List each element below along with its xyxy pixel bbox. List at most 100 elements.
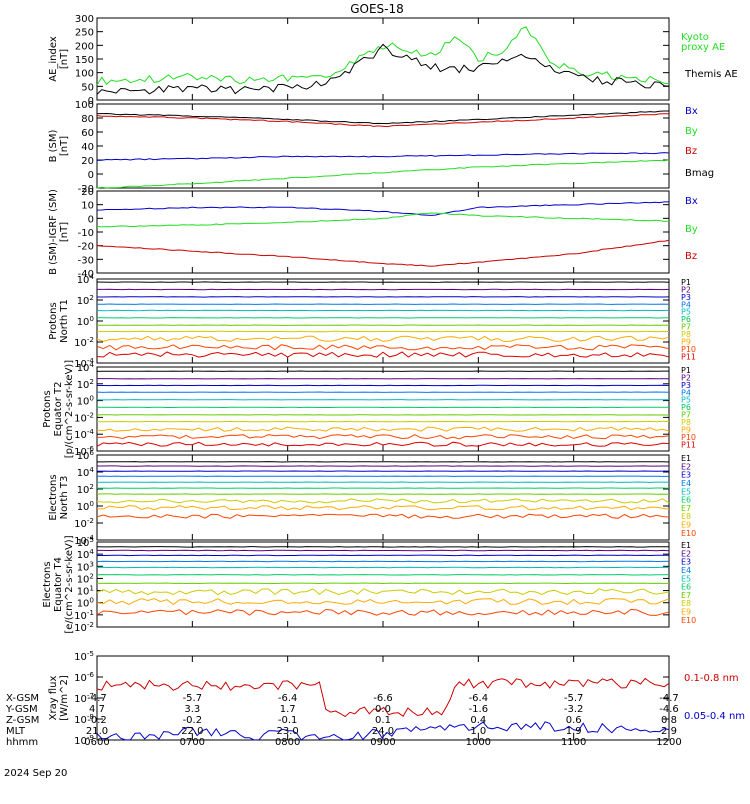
ephemeris-value: -6.4 [469, 693, 489, 704]
legend-p11: P11 [681, 440, 696, 449]
y-tick-label: 104 [77, 360, 95, 374]
channel-line-p10 [97, 435, 669, 439]
panel-7: 10510410310210110010-110-2ElectronsEquat… [42, 535, 696, 634]
y-tick-label: 102 [77, 482, 94, 496]
ephemeris-value: 0800 [275, 737, 300, 748]
y-tick-label: 104 [77, 465, 95, 479]
channel-line-p9 [97, 427, 669, 431]
ephemeris-value: -0.2 [183, 715, 203, 726]
channel-line-e10 [97, 609, 669, 615]
ephemeris-value: -6.4 [278, 693, 298, 704]
y-tick-label: 102 [77, 377, 94, 391]
panel-frame [97, 279, 669, 363]
ephemeris-value: 1100 [561, 737, 586, 748]
y-tick-label: 10-5 [74, 649, 94, 663]
ephemeris-label: X-GSM [6, 693, 39, 704]
series-line-bz [97, 240, 669, 266]
legend-xray-long: 0.1-0.8 nm [684, 673, 739, 684]
ephemeris-value: 0.6 [566, 715, 582, 726]
y-tick-label: 20 [81, 156, 94, 167]
y-tick-label: 10-2 [74, 335, 94, 349]
ephemeris-value: 1.0 [470, 726, 486, 737]
y-tick-label: 40 [81, 142, 94, 153]
y-tick-label: 300 [75, 14, 94, 25]
y-axis-title: Xray flux[W/m^2] [48, 675, 70, 721]
series-line-bx [97, 153, 669, 161]
panel-frame [97, 367, 669, 451]
legend-p11: P11 [681, 352, 696, 361]
y-tick-label: 100 [77, 499, 95, 513]
ephemeris-value: 0.0 [375, 704, 391, 715]
ephemeris-value: 3.3 [184, 704, 200, 715]
ephemeris-value: 0900 [370, 737, 395, 748]
y-tick-label: 150 [75, 55, 94, 66]
y-tick-label: 10-2 [74, 620, 94, 634]
ephemeris-value: -4.6 [659, 704, 679, 715]
y-tick-label: -10 [78, 228, 94, 239]
y-axis-title: ProtonsEquator T2[p/(cm^2-s-sr-keV)] [42, 360, 75, 459]
panel-frame [97, 455, 669, 540]
ephemeris-value: 1000 [466, 737, 491, 748]
y-tick-label: -20 [78, 242, 94, 253]
channel-line-p3 [97, 297, 669, 298]
ephemeris-value: 1.7 [280, 704, 296, 715]
channel-line-e8 [97, 589, 669, 595]
ephemeris-value: 21.0 [86, 726, 108, 737]
channel-line-e9 [97, 599, 669, 605]
ephemeris-label: MLT [6, 726, 26, 737]
ephemeris-value: 4.7 [89, 704, 105, 715]
y-tick-label: 100 [77, 314, 95, 328]
ephemeris-value: 0.4 [470, 715, 486, 726]
ephemeris-value: -6.6 [373, 693, 393, 704]
date-label: 2024 Sep 20 [4, 768, 67, 779]
y-tick-label: 10-4 [74, 427, 94, 441]
y-tick-label: 80 [81, 114, 94, 125]
y-tick-label: 100 [75, 100, 94, 111]
legend-bz: Bz [685, 146, 697, 157]
y-axis-title: ElectronsEquator T4[e/(cm^2-s-sr-keV)] [42, 535, 75, 633]
ephemeris-value: 2.9 [661, 726, 677, 737]
panel-frame [97, 104, 669, 188]
ephemeris-value: 0.1 [375, 715, 391, 726]
ephemeris-value: 0.8 [661, 715, 677, 726]
legend-bmag: Bmag [685, 168, 714, 179]
legend-e10: E10 [681, 529, 696, 538]
ephemeris-value: -5.7 [564, 693, 584, 704]
y-tick-label: 10-2 [74, 410, 94, 424]
y-tick-label: 50 [81, 82, 94, 93]
panel-frame [97, 18, 669, 100]
y-axis-title: AE_index[nT] [48, 36, 70, 82]
y-tick-label: 104 [77, 272, 95, 286]
y-tick-label: 20 [81, 187, 94, 198]
ephemeris-value: 24.0 [372, 726, 394, 737]
ephemeris-value: -0.1 [278, 715, 298, 726]
y-axis-title: B (SM)-IGRF (SM)[nT] [48, 189, 70, 275]
y-tick-label: -30 [78, 255, 94, 266]
y-tick-label: 102 [77, 293, 94, 307]
panel-1: 300250200150100500AE_index[nT]Kyotoproxy… [48, 14, 738, 107]
ephemeris-value: 23.0 [277, 726, 299, 737]
panel-frame [97, 191, 669, 273]
ephemeris-value: -1.6 [469, 704, 489, 715]
y-tick-label: 10-2 [74, 516, 94, 530]
channel-line-e8 [97, 499, 669, 503]
y-tick-label: 106 [77, 448, 95, 462]
ephemeris-value: -5.7 [183, 693, 203, 704]
y-tick-label: 200 [75, 41, 94, 52]
legend-bx: Bx [685, 196, 698, 207]
y-tick-label: 10 [81, 201, 94, 212]
y-tick-label: 250 [75, 28, 94, 39]
ephemeris-value: 1.9 [566, 726, 582, 737]
series-line-by [97, 213, 669, 227]
legend-by: By [685, 126, 698, 137]
plot-title: GOES-18 [350, 2, 404, 16]
ephemeris-value: 0700 [180, 737, 205, 748]
series-line-themis-ae [97, 44, 669, 94]
